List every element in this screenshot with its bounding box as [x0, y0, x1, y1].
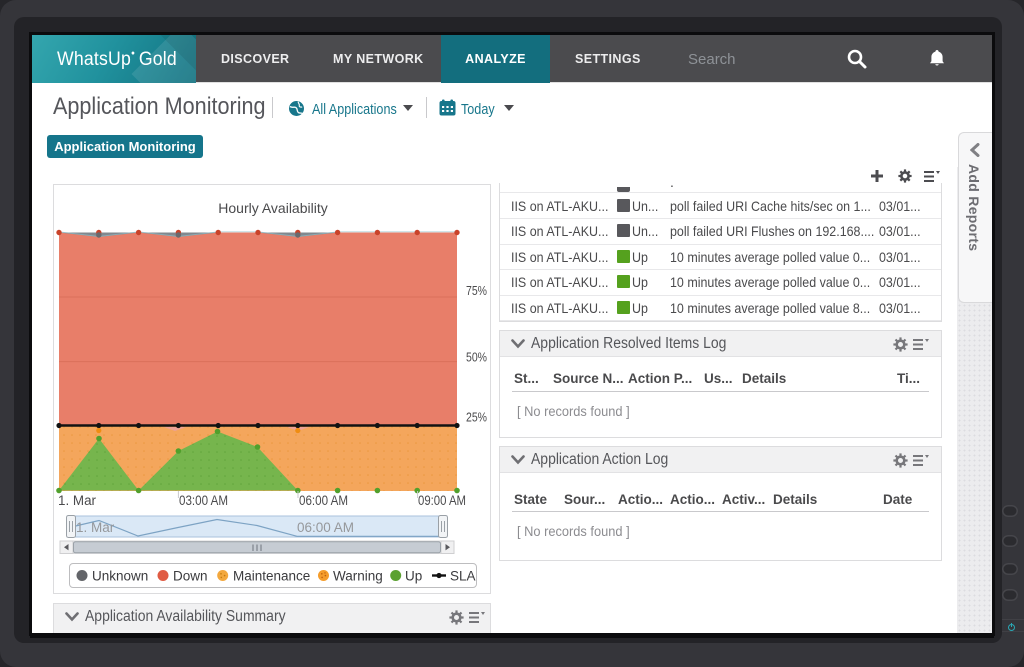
svg-text:50%: 50% — [466, 350, 487, 365]
svg-text:Unknown: Unknown — [92, 569, 148, 584]
svg-text:09:00 AM: 09:00 AM — [418, 493, 466, 508]
svg-text:03:00 AM: 03:00 AM — [179, 493, 228, 508]
svg-text:75%: 75% — [466, 283, 487, 298]
svg-text:06:00 AM: 06:00 AM — [299, 493, 348, 508]
svg-text:25%: 25% — [466, 410, 487, 425]
svg-text:Up: Up — [405, 569, 422, 584]
svg-text:1. Mar: 1. Mar — [58, 493, 96, 508]
svg-text:Warning: Warning — [333, 569, 383, 584]
svg-text:SLA: SLA — [450, 569, 476, 584]
svg-text:Maintenance: Maintenance — [233, 569, 310, 584]
svg-text:Down: Down — [173, 569, 208, 584]
svg-text:1. Mar: 1. Mar — [76, 520, 115, 535]
svg-text:06:00 AM: 06:00 AM — [297, 520, 354, 535]
